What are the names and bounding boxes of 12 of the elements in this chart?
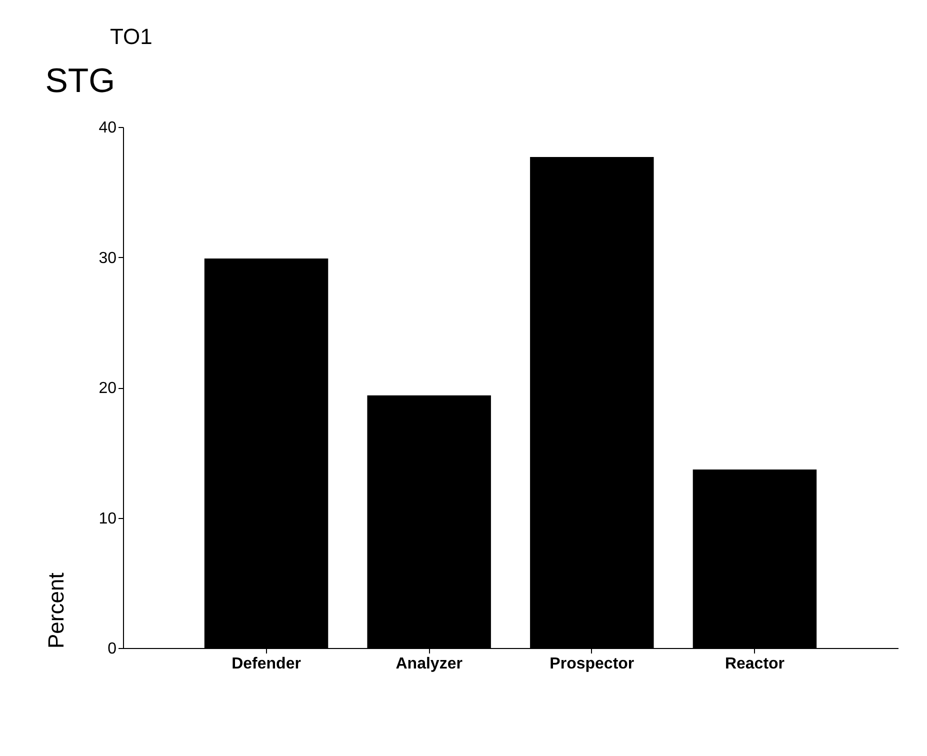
y-tick-label: 30	[98, 250, 117, 267]
y-axis-title: Percent	[44, 572, 69, 648]
text: TO1	[110, 24, 152, 50]
y-tick-label: 40	[98, 120, 117, 136]
chart-title: STG	[45, 62, 116, 100]
y-tick-label: 20	[98, 380, 117, 397]
x-tick-label: Prospector	[550, 656, 634, 672]
x-tick-label: Reactor	[724, 656, 785, 672]
x-tick-label: Defender	[232, 656, 301, 672]
y-tick-label: 10	[98, 510, 117, 528]
y-tick-label: 0	[108, 640, 117, 658]
x-tick-label: Analyzer	[396, 656, 462, 672]
